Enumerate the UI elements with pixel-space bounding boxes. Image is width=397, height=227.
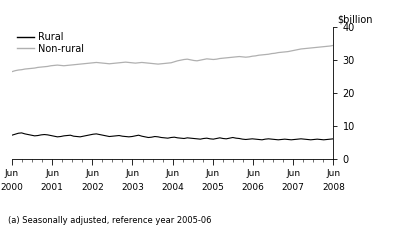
Legend: Rural, Non-rural: Rural, Non-rural [17,32,84,54]
Text: 2005: 2005 [201,183,224,192]
Text: Jun: Jun [166,169,180,178]
Text: 2006: 2006 [242,183,264,192]
Text: 2007: 2007 [282,183,305,192]
Text: $billion: $billion [337,15,372,25]
Text: 2003: 2003 [121,183,144,192]
Text: Jun: Jun [286,169,301,178]
Text: Jun: Jun [326,169,341,178]
Text: 2004: 2004 [161,183,184,192]
Text: 2000: 2000 [0,183,23,192]
Text: Jun: Jun [5,169,19,178]
Text: Jun: Jun [125,169,140,178]
Text: Jun: Jun [246,169,260,178]
Text: 2002: 2002 [81,183,104,192]
Text: Jun: Jun [45,169,59,178]
Text: (a) Seasonally adjusted, reference year 2005-06: (a) Seasonally adjusted, reference year … [8,216,212,225]
Text: 2008: 2008 [322,183,345,192]
Text: Jun: Jun [85,169,99,178]
Text: Jun: Jun [206,169,220,178]
Text: 2001: 2001 [40,183,64,192]
